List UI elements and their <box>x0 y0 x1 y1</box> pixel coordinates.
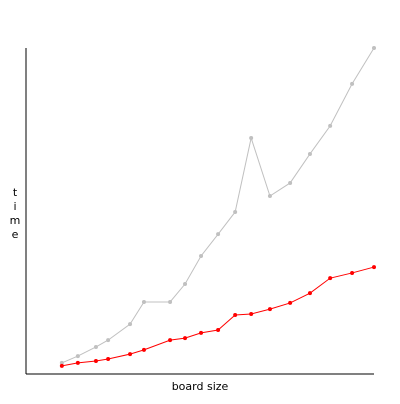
data-point <box>216 232 221 237</box>
data-point <box>106 338 111 343</box>
data-point <box>307 291 312 296</box>
data-point <box>267 194 272 199</box>
data-point <box>75 354 80 359</box>
data-point <box>59 360 64 365</box>
data-point <box>328 276 333 281</box>
data-point <box>249 135 254 140</box>
data-point <box>183 282 188 287</box>
data-point <box>106 357 111 362</box>
data-point <box>267 307 272 312</box>
data-point <box>128 352 133 357</box>
data-point <box>128 322 133 327</box>
data-point <box>307 151 312 156</box>
data-point <box>199 253 204 258</box>
x-axis-label: board size <box>172 380 229 393</box>
data-point <box>372 46 376 50</box>
data-point <box>141 299 146 304</box>
data-point <box>168 299 173 304</box>
data-point <box>233 209 238 214</box>
data-point <box>168 338 173 343</box>
data-point <box>183 336 188 341</box>
y-axis-label: time <box>9 186 22 242</box>
data-point <box>75 360 80 365</box>
data-point <box>93 358 98 363</box>
data-point <box>288 180 293 185</box>
data-point <box>350 81 355 86</box>
data-point <box>59 363 64 368</box>
series-line <box>61 266 375 367</box>
data-point <box>372 265 376 270</box>
data-point <box>216 327 221 332</box>
data-point <box>288 300 293 305</box>
data-point <box>328 123 333 128</box>
data-point <box>233 312 238 317</box>
data-point <box>350 270 355 275</box>
series-line <box>61 47 375 364</box>
data-point <box>93 344 98 349</box>
data-point <box>249 312 254 317</box>
data-point <box>199 330 204 335</box>
data-point <box>141 347 146 352</box>
